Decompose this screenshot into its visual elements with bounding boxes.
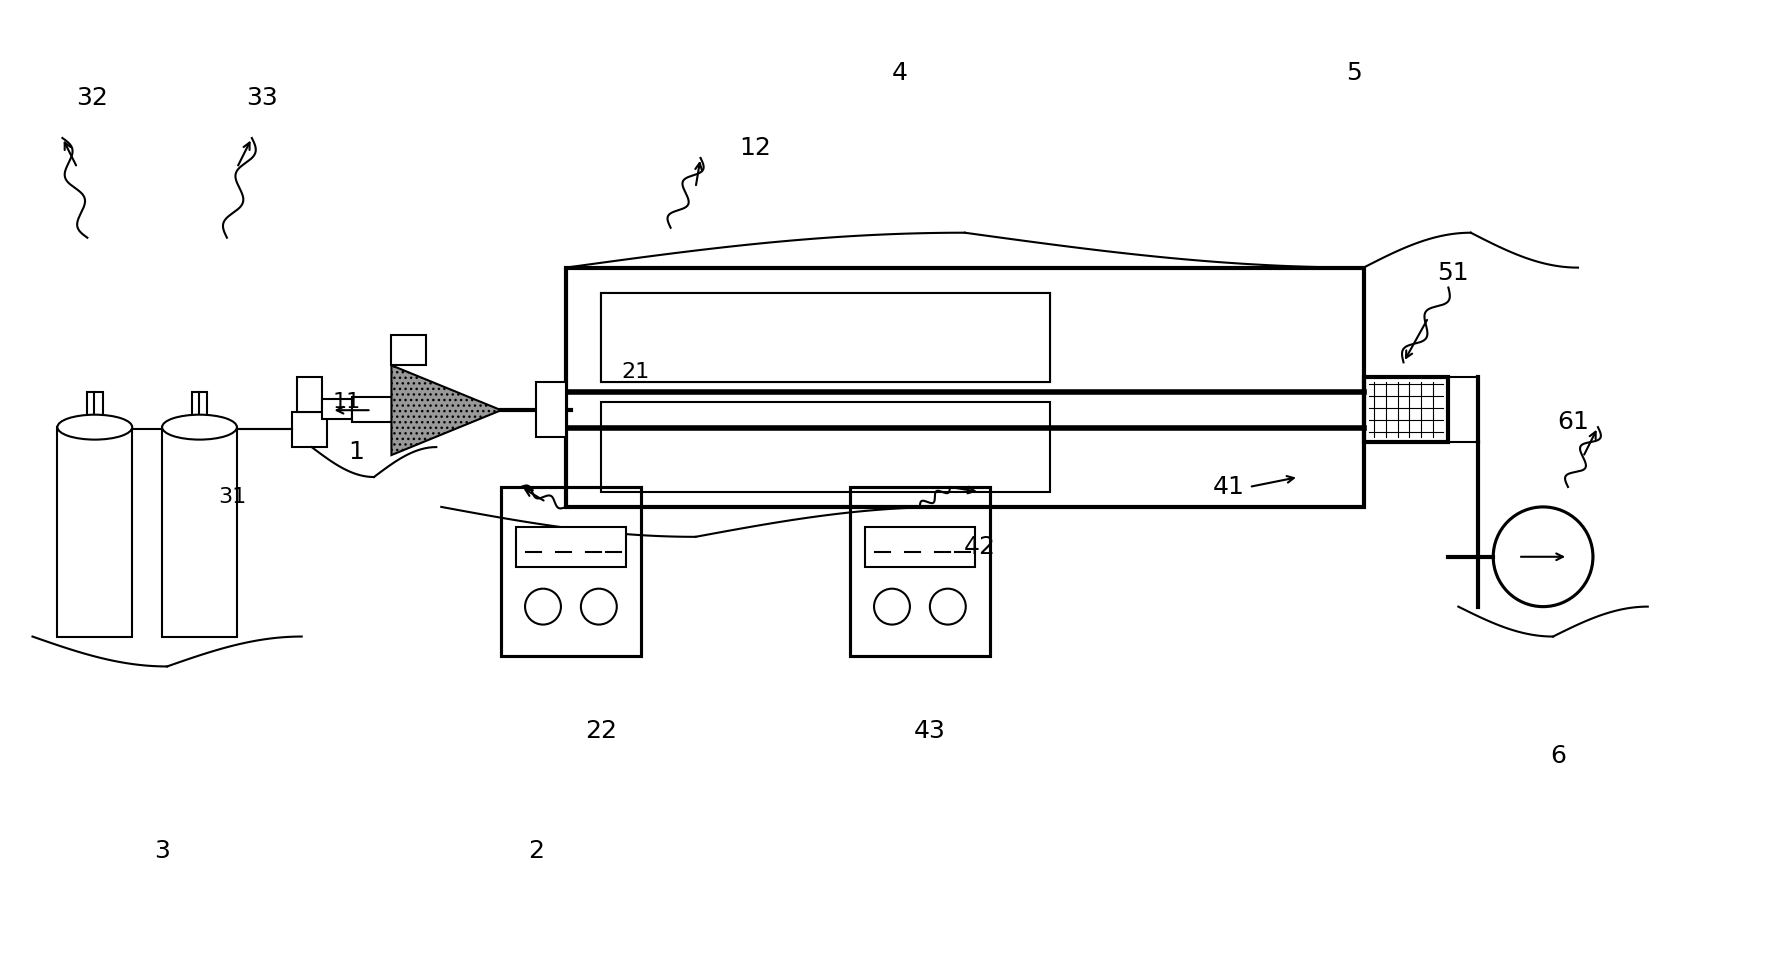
Text: 51: 51 [1438, 260, 1470, 284]
Bar [57, 427, 133, 636]
Bar [392, 335, 426, 366]
Bar [601, 402, 1050, 492]
Text: 2: 2 [528, 839, 544, 863]
Text: 11: 11 [333, 392, 360, 412]
Text: 32: 32 [76, 86, 108, 110]
Text: 33: 33 [246, 86, 278, 110]
Text: 22: 22 [585, 720, 617, 744]
Text: 3: 3 [154, 839, 170, 863]
Bar [351, 397, 401, 422]
Text: 42: 42 [965, 535, 996, 559]
Text: 5: 5 [1346, 61, 1362, 85]
Bar [566, 268, 1363, 507]
Bar [321, 399, 351, 419]
Bar [516, 527, 626, 567]
Text: 43: 43 [913, 720, 945, 744]
Bar [601, 293, 1050, 382]
Text: 4: 4 [892, 61, 908, 85]
Text: 31: 31 [218, 487, 246, 507]
Bar [865, 527, 975, 567]
Text: 41: 41 [1213, 475, 1245, 499]
Ellipse shape [161, 414, 238, 439]
Ellipse shape [57, 414, 133, 439]
Bar [161, 427, 238, 636]
Bar [535, 382, 566, 437]
Bar [293, 412, 326, 447]
Bar [296, 377, 321, 412]
Text: 61: 61 [1557, 411, 1589, 434]
Text: 12: 12 [739, 136, 771, 160]
Text: 21: 21 [622, 363, 651, 382]
Bar [849, 487, 989, 657]
Bar [191, 392, 207, 417]
Bar [502, 487, 640, 657]
Polygon shape [392, 366, 502, 456]
Text: 1: 1 [349, 440, 365, 464]
Bar [87, 392, 103, 417]
Bar [601, 293, 1050, 382]
Bar [1363, 377, 1449, 442]
Text: 6: 6 [1550, 745, 1566, 768]
